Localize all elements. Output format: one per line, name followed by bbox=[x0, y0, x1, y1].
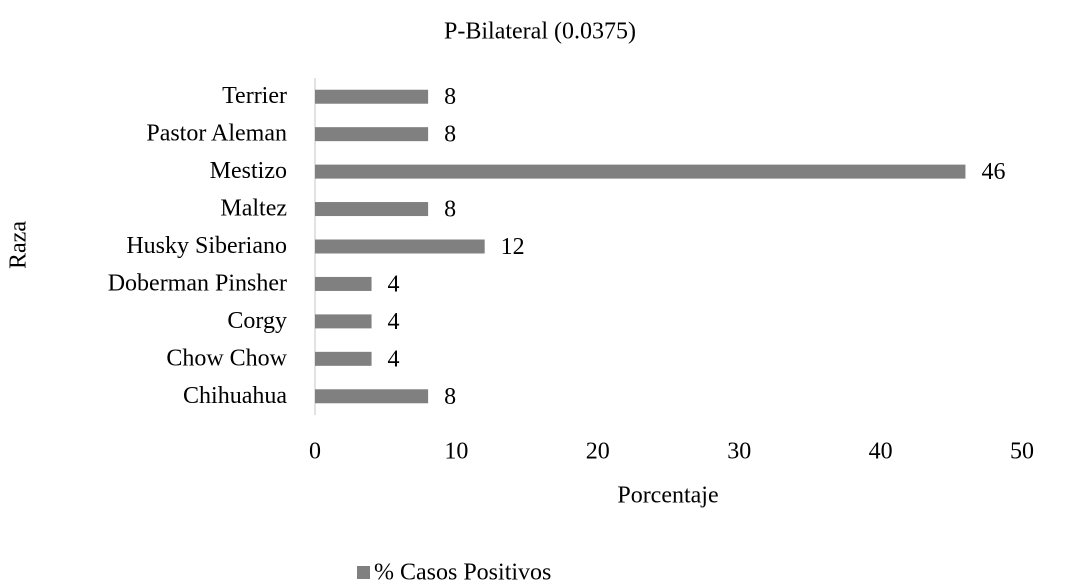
data-label: 8 bbox=[444, 122, 456, 148]
data-label: 8 bbox=[444, 197, 456, 223]
y-axis-label: Raza bbox=[6, 221, 32, 269]
y-tick-label: Mestizo bbox=[210, 158, 287, 184]
y-tick-label: Terrier bbox=[222, 83, 287, 109]
data-label: 8 bbox=[444, 84, 456, 110]
bar bbox=[315, 239, 485, 254]
legend-swatch bbox=[357, 566, 370, 579]
bar bbox=[315, 389, 429, 404]
x-tick-label: 0 bbox=[309, 439, 321, 465]
data-label: 4 bbox=[388, 309, 400, 335]
x-tick-label: 50 bbox=[1010, 439, 1034, 465]
bar bbox=[315, 276, 372, 291]
x-tick-label: 30 bbox=[727, 439, 751, 465]
data-label: 8 bbox=[444, 384, 456, 410]
y-tick-label: Chow Chow bbox=[166, 345, 287, 371]
bar bbox=[315, 314, 372, 329]
bar bbox=[315, 202, 429, 217]
x-tick-label: 20 bbox=[586, 439, 610, 465]
data-label: 46 bbox=[981, 159, 1005, 185]
y-tick-label: Husky Siberiano bbox=[126, 233, 287, 259]
chart-title: P-Bilateral (0.0375) bbox=[444, 19, 636, 45]
y-tick-label: Pastor Aleman bbox=[146, 121, 287, 147]
bar bbox=[315, 89, 429, 104]
y-tick-label: Doberman Pinsher bbox=[108, 270, 287, 296]
bar bbox=[315, 351, 372, 366]
data-label: 12 bbox=[501, 234, 525, 260]
bar bbox=[315, 164, 966, 179]
data-label: 4 bbox=[388, 271, 400, 297]
legend-label: % Casos Positivos bbox=[374, 560, 551, 586]
y-tick-label: Corgy bbox=[227, 308, 287, 334]
bar bbox=[315, 127, 429, 142]
data-label: 4 bbox=[388, 346, 400, 372]
y-tick-label: Chihuahua bbox=[183, 383, 287, 409]
x-tick-label: 10 bbox=[444, 439, 468, 465]
x-tick-label: 40 bbox=[869, 439, 893, 465]
x-axis-label: Porcentaje bbox=[617, 483, 718, 509]
y-tick-label: Maltez bbox=[220, 196, 287, 222]
